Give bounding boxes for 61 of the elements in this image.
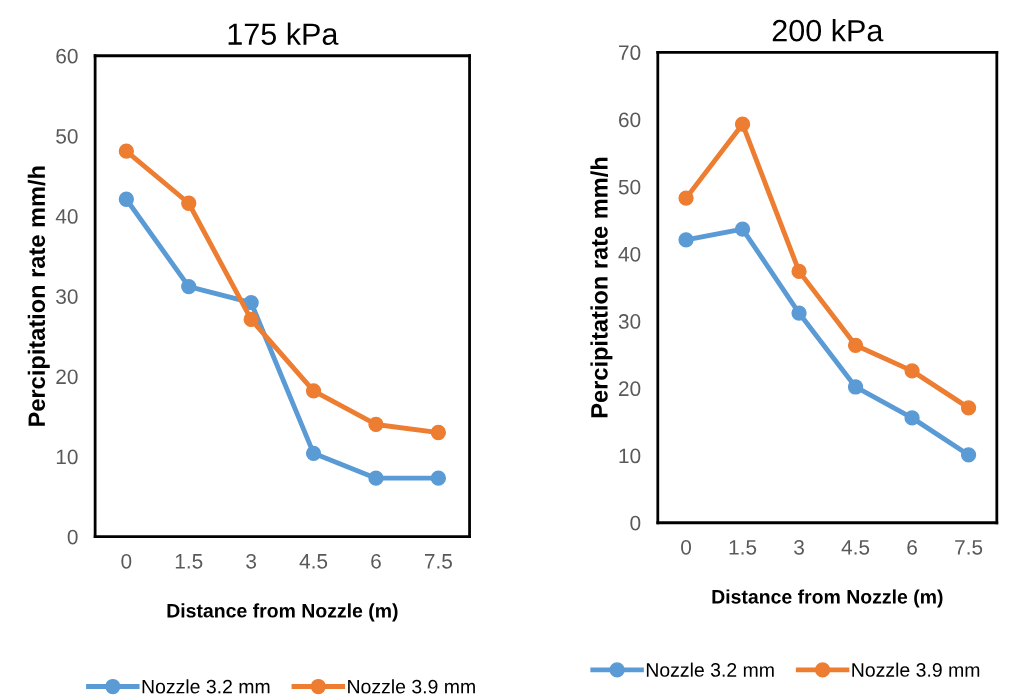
x-axis-title: Distance from Nozzle (m) (712, 589, 943, 608)
x-tick-label: 4.5 (299, 554, 328, 569)
y-tick-label: 50 (618, 179, 641, 195)
y-tick-label: 10 (619, 448, 641, 464)
y-tick-label: 10 (56, 449, 78, 465)
legend-label: Nozzle 3.9 mm (852, 662, 980, 677)
x-tick-label: 0 (121, 553, 132, 569)
x-tick-label: 3 (246, 553, 257, 569)
x-tick-label: 0 (681, 539, 692, 555)
x-tick-label: 6 (371, 553, 381, 569)
point (181, 195, 197, 211)
y-tick-label: 20 (56, 369, 78, 385)
point (368, 470, 384, 486)
point (791, 305, 807, 321)
x-tick-label: 1.5 (175, 554, 203, 569)
point (430, 424, 447, 441)
point (960, 400, 977, 416)
x-tick-label: 1.5 (729, 540, 757, 555)
point (678, 232, 694, 248)
y-tick-label: 20 (619, 381, 641, 397)
y-tick-label: 60 (619, 112, 641, 128)
point (960, 447, 977, 463)
point (118, 191, 134, 207)
y-tick-label: 0 (67, 529, 78, 545)
point (904, 410, 920, 426)
y-tick-label: 30 (618, 314, 641, 329)
point (243, 294, 259, 311)
y-axis-title: Percipitation rate mm/h (590, 157, 613, 418)
y-tick-label: 50 (56, 128, 78, 144)
x-tick-label: 3 (794, 539, 804, 555)
legend-label: Nozzle 3.2 mm (142, 679, 270, 694)
point (305, 383, 322, 399)
point (904, 363, 920, 379)
chart-title: 200 kPa (772, 19, 884, 42)
x-tick-label: 6 (907, 539, 917, 555)
point (791, 263, 807, 280)
point (118, 143, 134, 159)
x-tick-label: 4.5 (841, 540, 870, 555)
point (305, 445, 322, 461)
x-tick-label: 7.5 (424, 554, 452, 569)
y-tick-label: 0 (630, 515, 641, 531)
legend-label: Nozzle 3.2 mm (646, 662, 774, 677)
point (430, 470, 447, 486)
point (678, 190, 694, 206)
chart-title: 175 kPa (228, 22, 339, 45)
point (243, 311, 259, 328)
point (734, 221, 751, 237)
y-axis-title: Percipitation rate mm/h (27, 166, 50, 426)
y-tick-label: 60 (56, 48, 78, 64)
point (847, 379, 864, 395)
legend-label: Nozzle 3.9 mm (348, 679, 475, 694)
y-tick-label: 70 (619, 45, 641, 61)
y-tick-label: 40 (55, 209, 78, 224)
x-tick-label: 7.5 (955, 540, 983, 555)
point (847, 337, 864, 353)
point (734, 116, 751, 132)
y-tick-label: 40 (618, 246, 641, 262)
point (181, 278, 197, 295)
point (368, 416, 384, 433)
x-axis-title: Distance from Nozzle (m) (167, 603, 398, 622)
y-tick-label: 30 (56, 289, 78, 304)
